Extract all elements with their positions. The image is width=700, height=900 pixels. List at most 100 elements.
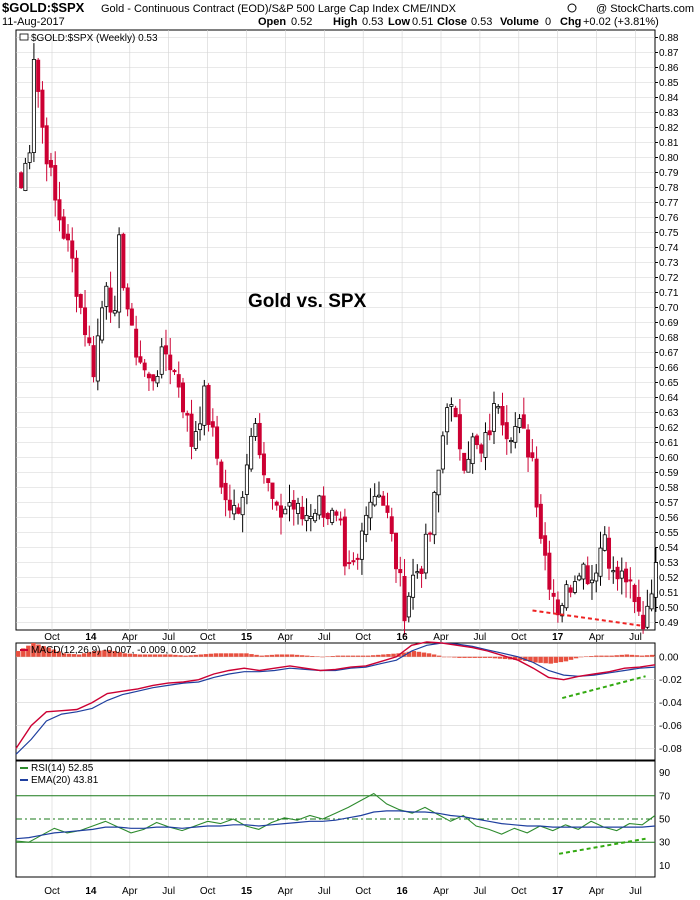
candle-body-down	[462, 452, 467, 471]
x-tick-label: 14	[85, 886, 97, 897]
histogram-bar	[193, 654, 198, 657]
candle-body-up	[611, 570, 616, 573]
candle	[330, 507, 335, 526]
candle-body-down	[381, 495, 386, 506]
candle-body-down	[547, 552, 552, 590]
histogram-bar	[553, 656, 559, 663]
candle	[581, 562, 586, 590]
candle-body-up	[296, 502, 301, 514]
candle	[428, 531, 433, 542]
histogram-bar	[604, 655, 609, 657]
candle-body-up	[445, 407, 450, 433]
rsi-line	[15, 792, 656, 843]
histogram-bar	[634, 655, 640, 657]
candle-body-down	[334, 511, 339, 516]
x-tick-label: Jul	[162, 632, 175, 643]
histogram-bar	[376, 654, 381, 657]
x-tick-label: 16	[397, 632, 409, 643]
macd-histogram	[16, 643, 655, 664]
candle	[227, 484, 232, 519]
candle	[325, 511, 330, 526]
histogram-bar	[345, 655, 351, 657]
candle	[53, 151, 58, 217]
candle-body-up	[364, 514, 369, 535]
rsi-y-tick-label: 10	[659, 861, 671, 872]
candle-body-up	[31, 59, 36, 153]
x-tick-label: 17	[552, 886, 564, 897]
candle-body-down	[394, 532, 399, 570]
candle-body-up	[470, 436, 475, 465]
candle	[453, 405, 458, 418]
histogram-bar	[426, 653, 432, 657]
histogram-bar	[117, 652, 122, 657]
candle	[223, 469, 228, 517]
histogram-bar	[223, 653, 229, 657]
histogram-bar	[371, 655, 376, 657]
histogram-bar	[31, 643, 36, 657]
candle-body-up	[496, 406, 501, 409]
candle-body-up	[411, 574, 416, 598]
candle	[291, 490, 296, 526]
candle-body-up	[313, 512, 318, 522]
candle	[163, 329, 168, 372]
histogram-bar	[502, 656, 508, 660]
candle-body-down	[615, 566, 620, 580]
x-tick-label: Oct	[44, 632, 60, 643]
histogram-bar	[76, 654, 82, 657]
candle-body-up	[232, 505, 237, 515]
histogram-bar	[599, 655, 604, 657]
candle	[649, 579, 654, 612]
candle	[645, 589, 650, 630]
candle	[151, 374, 156, 391]
candle-body-up	[253, 423, 258, 437]
candle	[419, 565, 424, 588]
histogram-bar	[21, 648, 26, 657]
x-tick-label: Jul	[162, 886, 175, 897]
candle-body-down	[428, 532, 433, 535]
candle-body-down	[538, 503, 543, 539]
ohlc-row: Open 0.52 High 0.53 Low 0.51 Close 0.53 …	[258, 16, 659, 28]
chart-description: Gold - Continuous Contract (EOD)/S&P 500…	[101, 3, 457, 15]
candle	[347, 550, 352, 570]
candle	[215, 415, 220, 466]
candle-body-down	[479, 444, 484, 454]
histogram-bar	[56, 651, 62, 657]
candle-body-up	[577, 575, 582, 581]
candle-body-up	[440, 435, 445, 470]
candle	[240, 491, 245, 533]
histogram-bar	[203, 654, 209, 657]
x-tick-label: Jul	[318, 886, 331, 897]
histogram-bar	[538, 656, 543, 663]
price-y-tick-label: 0.73	[659, 258, 679, 269]
price-y-tick-label: 0.57	[659, 498, 679, 509]
x-tick-label: Oct	[511, 886, 527, 897]
candle-body-down	[543, 535, 548, 556]
candle	[31, 43, 36, 163]
histogram-bar	[325, 656, 330, 657]
x-tick-label: Apr	[122, 632, 138, 643]
price-y-tick-label: 0.69	[659, 318, 679, 329]
candle-body-down	[129, 308, 134, 326]
histogram-bar	[472, 656, 477, 658]
candle	[146, 371, 151, 391]
candle	[274, 500, 279, 511]
price-y-tick-label: 0.64	[659, 393, 679, 404]
candle-body-up	[594, 572, 599, 582]
histogram-bar	[269, 654, 275, 657]
histogram-bar	[447, 656, 452, 658]
candle	[172, 368, 177, 376]
histogram-bar	[137, 654, 143, 657]
candle	[611, 556, 616, 584]
candle	[513, 412, 518, 449]
macd-legend: MACD(12,26,9) -0.007, -0.009, 0.002	[31, 645, 197, 656]
x-tick-label: Oct	[511, 632, 527, 643]
candle-body-down	[291, 499, 296, 510]
price-y-tick-label: 0.67	[659, 348, 679, 359]
histogram-bar	[188, 655, 193, 657]
candle-body-up	[249, 435, 254, 470]
price-y-tick-label: 0.59	[659, 468, 679, 479]
candle-body-down	[78, 294, 83, 308]
histogram-bar	[533, 656, 538, 663]
